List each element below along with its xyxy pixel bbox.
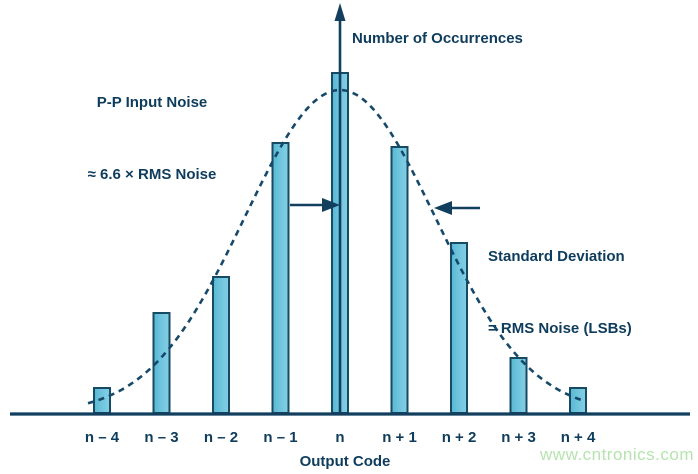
pp-input-noise-annotation: P-P Input Noise ≈ 6.6 × RMS Noise: [62, 43, 242, 235]
x-tick-label: n + 4: [561, 429, 596, 446]
x-tick-label: n: [335, 429, 344, 446]
histogram-bar: [450, 242, 468, 414]
histogram-bar: [212, 276, 230, 414]
gaussian-dashed-curve: [87, 88, 587, 405]
x-tick-label: n – 2: [204, 429, 238, 446]
histogram-bar: [569, 387, 587, 414]
gaussian-curve: [87, 88, 587, 405]
histogram-bar: [390, 146, 409, 414]
x-tick-label: n – 1: [263, 429, 297, 446]
y-axis-label: Number of Occurrences: [352, 30, 523, 47]
x-tick-labels: n – 4 n – 3 n – 2 n – 1 n n + 1 n + 2 n + 3 n + …: [85, 429, 596, 446]
histogram-bar: [93, 387, 111, 414]
pp-noise-line2: ≈ 6.6 × RMS Noise: [87, 166, 217, 183]
watermark-text: www.cntronics.com: [540, 445, 694, 464]
x-tick-label: n – 4: [85, 429, 120, 446]
histogram-bars: [93, 72, 587, 414]
stddev-line2: = RMS Noise (LSBs): [488, 320, 632, 337]
standard-deviation-annotation: Standard Deviation = RMS Noise (LSBs): [488, 197, 632, 389]
x-tick-label: n + 1: [382, 429, 417, 446]
sigma-arrow-left-pointing: [434, 201, 480, 215]
stddev-line1: Standard Deviation: [488, 248, 625, 265]
x-axis-label: Output Code: [299, 453, 391, 470]
pp-noise-line1: P-P Input Noise: [96, 94, 208, 111]
sigma-arrow-right-pointing: [290, 198, 340, 212]
y-axis-arrow: [334, 3, 346, 413]
histogram-bar: [271, 142, 290, 414]
x-tick-label: n + 2: [442, 429, 477, 446]
x-tick-label: n + 3: [501, 429, 536, 446]
x-tick-label: n – 3: [144, 429, 178, 446]
